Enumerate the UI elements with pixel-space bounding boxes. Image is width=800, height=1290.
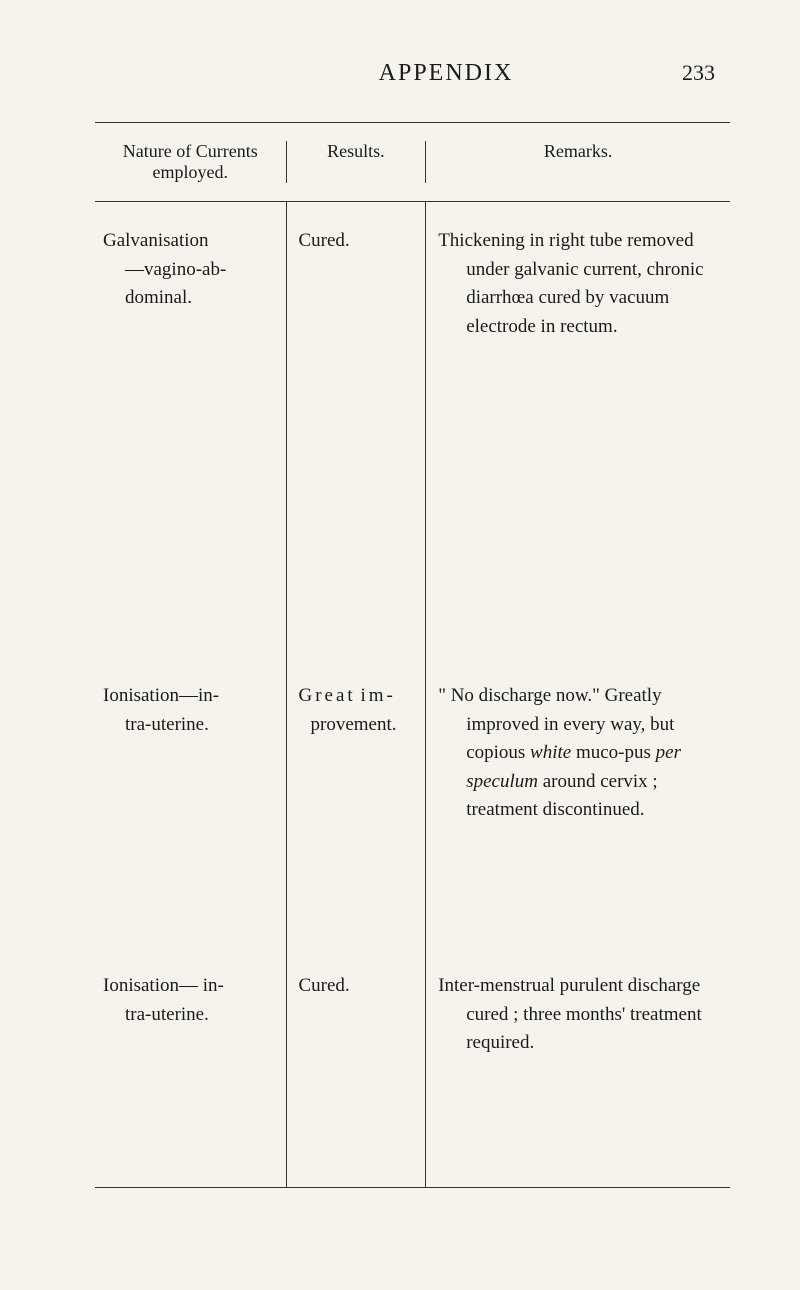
body-column-nature: Galvanisation —vagino-ab- dominal. Ionis…: [95, 202, 286, 1187]
header-cell-remarks: Remarks.: [544, 141, 612, 161]
remarks-cell: " No discharge now." Greatly improved in…: [438, 682, 722, 825]
table-row: Cured.: [299, 972, 418, 1172]
body-column-results: Cured. Great im- provement. Cured.: [286, 202, 426, 1187]
table-row: Inter-menstrual purulent discharge cured…: [438, 972, 722, 1172]
table-header-row: Nature of Currents employed. Results. Re…: [95, 122, 730, 202]
nature-cell-line1: Ionisation—in-: [103, 685, 219, 706]
results-cell-word1: Great: [299, 685, 356, 706]
page-number: 233: [682, 60, 715, 86]
table-row: Ionisation—in- tra-uterine.: [103, 682, 278, 972]
body-column-remarks: Thickening in right tube removed under g…: [425, 202, 730, 1187]
appendix-table: Nature of Currents employed. Results. Re…: [95, 122, 730, 1188]
table-row: " No discharge now." Greatly improved in…: [438, 682, 722, 972]
header-cell-results: Results.: [327, 141, 385, 161]
results-cell-line2: provement.: [299, 714, 397, 735]
results-cell-word2: im-: [360, 685, 395, 706]
results-cell: Cured.: [299, 230, 350, 251]
nature-cell-line2: tra-uterine.: [103, 1001, 278, 1030]
nature-cell-line1: Galvanisation: [103, 230, 209, 251]
table-row: Ionisation— in- tra-uterine.: [103, 972, 278, 1172]
header-cell-nature: Nature of Currents employed.: [123, 141, 258, 182]
page-title: APPENDIX: [110, 60, 682, 87]
column-header-nature: Nature of Currents employed.: [95, 141, 286, 183]
column-header-results: Results.: [286, 141, 426, 183]
remarks-cell: Thickening in right tube removed under g…: [438, 227, 722, 341]
remarks-cell: Inter-menstrual purulent discharge cured…: [438, 972, 722, 1058]
results-cell: Cured.: [299, 975, 350, 996]
nature-cell-line2: tra-uterine.: [103, 711, 278, 740]
nature-cell-line2: —vagino-ab-: [103, 256, 278, 285]
table-row: Great im- provement.: [299, 682, 418, 972]
table-row: Cured.: [299, 227, 418, 682]
nature-cell-line3: dominal.: [103, 284, 278, 313]
remarks-mid: muco-pus: [571, 742, 655, 763]
nature-cell-line1: Ionisation— in-: [103, 975, 224, 996]
page-header: APPENDIX 233: [95, 60, 730, 87]
table-row: Galvanisation —vagino-ab- dominal.: [103, 227, 278, 682]
remarks-italic1: white: [530, 742, 571, 763]
table-body: Galvanisation —vagino-ab- dominal. Ionis…: [95, 202, 730, 1188]
table-row: Thickening in right tube removed under g…: [438, 227, 722, 682]
column-header-remarks: Remarks.: [425, 141, 730, 183]
